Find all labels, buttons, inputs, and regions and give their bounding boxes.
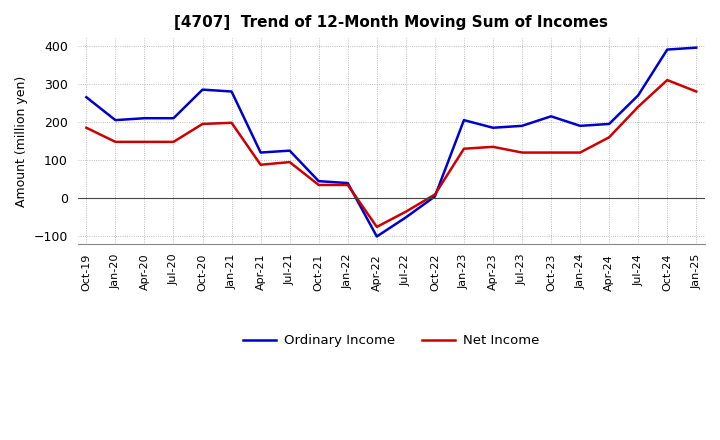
- Ordinary Income: [111, 117, 120, 123]
- Ordinary Income: [546, 114, 555, 119]
- Y-axis label: Amount (million yen): Amount (million yen): [15, 76, 28, 207]
- Net Income: [692, 89, 701, 94]
- Net Income: [663, 77, 672, 83]
- Ordinary Income: [634, 93, 642, 98]
- Net Income: [315, 182, 323, 187]
- Ordinary Income: [605, 121, 613, 127]
- Ordinary Income: [169, 116, 178, 121]
- Ordinary Income: [431, 194, 439, 199]
- Net Income: [518, 150, 526, 155]
- Net Income: [431, 192, 439, 197]
- Net Income: [111, 139, 120, 144]
- Net Income: [372, 224, 381, 230]
- Ordinary Income: [228, 89, 236, 94]
- Line: Net Income: Net Income: [86, 80, 696, 227]
- Net Income: [285, 159, 294, 165]
- Net Income: [402, 209, 410, 214]
- Ordinary Income: [256, 150, 265, 155]
- Ordinary Income: [663, 47, 672, 52]
- Ordinary Income: [692, 45, 701, 50]
- Ordinary Income: [576, 123, 585, 128]
- Ordinary Income: [518, 123, 526, 128]
- Net Income: [228, 120, 236, 125]
- Ordinary Income: [82, 95, 91, 100]
- Net Income: [198, 121, 207, 127]
- Net Income: [634, 104, 642, 110]
- Net Income: [576, 150, 585, 155]
- Ordinary Income: [459, 117, 468, 123]
- Net Income: [459, 146, 468, 151]
- Ordinary Income: [372, 234, 381, 239]
- Net Income: [169, 139, 178, 144]
- Ordinary Income: [343, 180, 352, 186]
- Ordinary Income: [402, 215, 410, 220]
- Net Income: [82, 125, 91, 130]
- Title: [4707]  Trend of 12-Month Moving Sum of Incomes: [4707] Trend of 12-Month Moving Sum of I…: [174, 15, 608, 30]
- Ordinary Income: [315, 179, 323, 184]
- Net Income: [256, 162, 265, 167]
- Net Income: [546, 150, 555, 155]
- Ordinary Income: [140, 116, 149, 121]
- Net Income: [343, 182, 352, 187]
- Legend: Ordinary Income, Net Income: Ordinary Income, Net Income: [238, 329, 544, 352]
- Ordinary Income: [285, 148, 294, 153]
- Net Income: [605, 135, 613, 140]
- Ordinary Income: [198, 87, 207, 92]
- Net Income: [140, 139, 149, 144]
- Net Income: [489, 144, 498, 150]
- Line: Ordinary Income: Ordinary Income: [86, 48, 696, 236]
- Ordinary Income: [489, 125, 498, 130]
